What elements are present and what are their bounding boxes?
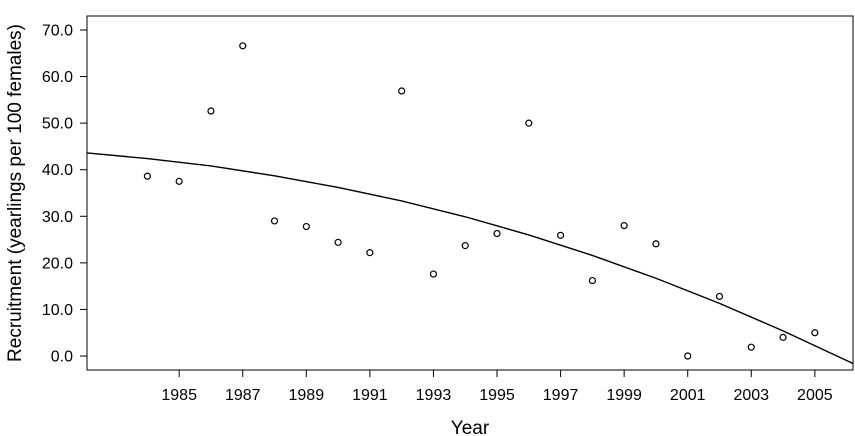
data-point xyxy=(334,238,342,246)
data-point xyxy=(207,107,215,115)
y-tick-label: 30.0 xyxy=(42,209,73,226)
data-point xyxy=(715,292,724,301)
y-axis: 0.0 10.0 20.0 30.0 40.0 50.0 60.0 70.0 xyxy=(42,22,87,366)
x-tick-label: 2001 xyxy=(670,387,706,404)
data-point xyxy=(493,229,501,238)
data-point xyxy=(429,270,438,278)
data-point xyxy=(175,177,183,185)
data-point xyxy=(556,231,565,239)
data-point xyxy=(270,217,279,225)
plot-border xyxy=(86,15,854,371)
trend-line xyxy=(87,152,853,365)
data-point xyxy=(239,42,247,50)
x-tick-label: 1993 xyxy=(416,387,452,404)
x-tick-label: 1995 xyxy=(479,387,515,404)
data-point xyxy=(811,329,819,337)
data-points xyxy=(143,42,819,360)
x-tick-label: 1997 xyxy=(543,387,579,404)
x-axis: 1985 1987 1989 1991 1993 1995 1997 1999 2001 2003… xyxy=(161,370,833,404)
x-tick-label: 2003 xyxy=(733,387,769,404)
data-point xyxy=(366,249,374,257)
data-point xyxy=(747,343,755,351)
y-tick-label: 10.0 xyxy=(42,302,73,319)
plot-frame xyxy=(86,15,854,371)
x-tick-label: 1999 xyxy=(606,387,642,404)
y-axis-title: Recruitment (yearlings per 100 females) xyxy=(5,24,26,362)
x-tick-label: 1985 xyxy=(161,387,197,404)
y-tick-label: 0.0 xyxy=(51,349,73,366)
x-axis-title: Year xyxy=(451,418,490,436)
trend-line-group xyxy=(87,152,853,365)
x-tick-label: 1991 xyxy=(352,387,388,404)
x-tick-label: 2005 xyxy=(797,387,833,404)
data-point xyxy=(779,333,787,341)
data-point xyxy=(620,222,628,230)
y-tick-label: 70.0 xyxy=(42,22,73,39)
data-point xyxy=(143,172,151,180)
y-tick-label: 40.0 xyxy=(42,162,73,179)
data-point xyxy=(588,276,596,285)
data-point xyxy=(302,222,310,231)
data-point xyxy=(652,240,660,248)
x-tick-label: 1989 xyxy=(289,387,325,404)
data-point xyxy=(398,87,406,95)
y-tick-label: 20.0 xyxy=(42,255,73,272)
data-point xyxy=(461,242,469,250)
data-point xyxy=(684,352,692,360)
data-point xyxy=(525,119,533,127)
y-tick-label: 60.0 xyxy=(42,69,73,86)
y-tick-label: 50.0 xyxy=(42,116,73,133)
x-tick-label: 1987 xyxy=(225,387,261,404)
